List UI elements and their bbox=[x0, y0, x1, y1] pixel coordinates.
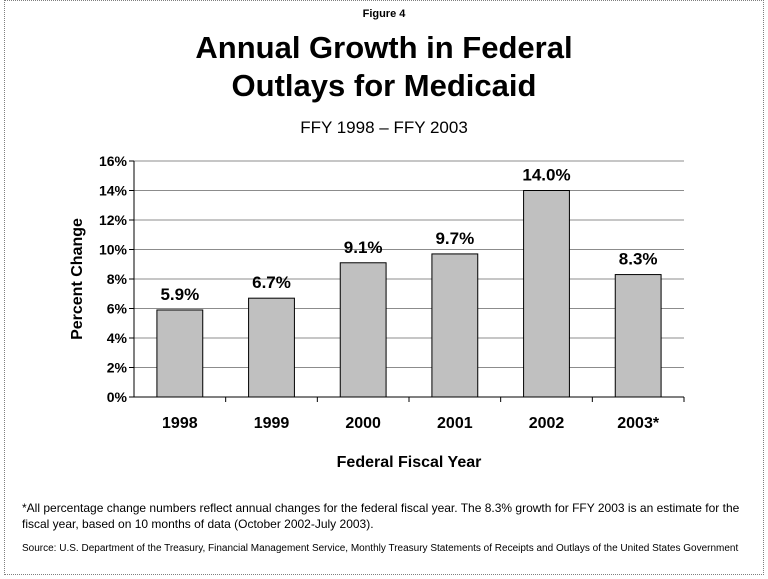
y-tick-label: 8% bbox=[107, 271, 128, 287]
figure-label: Figure 4 bbox=[362, 8, 406, 20]
y-tick-label: 16% bbox=[99, 153, 128, 169]
data-label: 8.3% bbox=[619, 250, 658, 269]
x-axis-title: Federal Fiscal Year bbox=[337, 454, 482, 471]
y-tick-label: 4% bbox=[107, 330, 128, 346]
bar bbox=[614, 274, 662, 398]
x-tick-label: 2002 bbox=[529, 415, 565, 432]
footnote: *All percentage change numbers reflect a… bbox=[22, 501, 740, 531]
bar bbox=[523, 190, 570, 398]
chart-title: Annual Growth in Federal Outlays for Med… bbox=[0, 29, 768, 105]
data-label: 6.7% bbox=[252, 273, 291, 292]
bar bbox=[156, 309, 204, 398]
source-note: Source: U.S. Department of the Treasury,… bbox=[22, 543, 739, 554]
bar bbox=[248, 297, 295, 398]
data-label: 9.7% bbox=[435, 229, 474, 248]
bar bbox=[339, 262, 387, 398]
y-tick-label: 2% bbox=[107, 360, 128, 376]
bar bbox=[431, 253, 479, 398]
data-label: 5.9% bbox=[160, 285, 199, 304]
x-tick-label: 2000 bbox=[345, 415, 381, 432]
y-tick-label: 10% bbox=[99, 242, 128, 258]
y-axis-title: Percent Change bbox=[69, 218, 86, 340]
x-tick-label: 2003* bbox=[617, 415, 660, 432]
chart-title-line-1: Annual Growth in Federal bbox=[195, 30, 573, 65]
y-tick-label: 6% bbox=[107, 301, 128, 317]
chart-title-line-2: Outlays for Medicaid bbox=[231, 68, 537, 103]
data-label: 9.1% bbox=[344, 238, 383, 257]
chart-subtitle: FFY 1998 – FFY 2003 bbox=[300, 118, 468, 137]
x-tick-label: 2001 bbox=[437, 415, 473, 432]
bar-chart: 0% 2% 4% 6% 8% 10% 12% 14% 16% 5.9% 1998 6.7% 1999 9.… bbox=[69, 153, 685, 471]
x-tick-label: 1998 bbox=[162, 415, 198, 432]
data-label: 14.0% bbox=[522, 166, 570, 185]
figure-frame bbox=[4, 0, 764, 575]
y-tick-label: 12% bbox=[99, 212, 128, 228]
x-tick-label: 1999 bbox=[254, 415, 290, 432]
y-tick-label: 0% bbox=[107, 389, 128, 405]
y-tick-label: 14% bbox=[99, 183, 128, 199]
